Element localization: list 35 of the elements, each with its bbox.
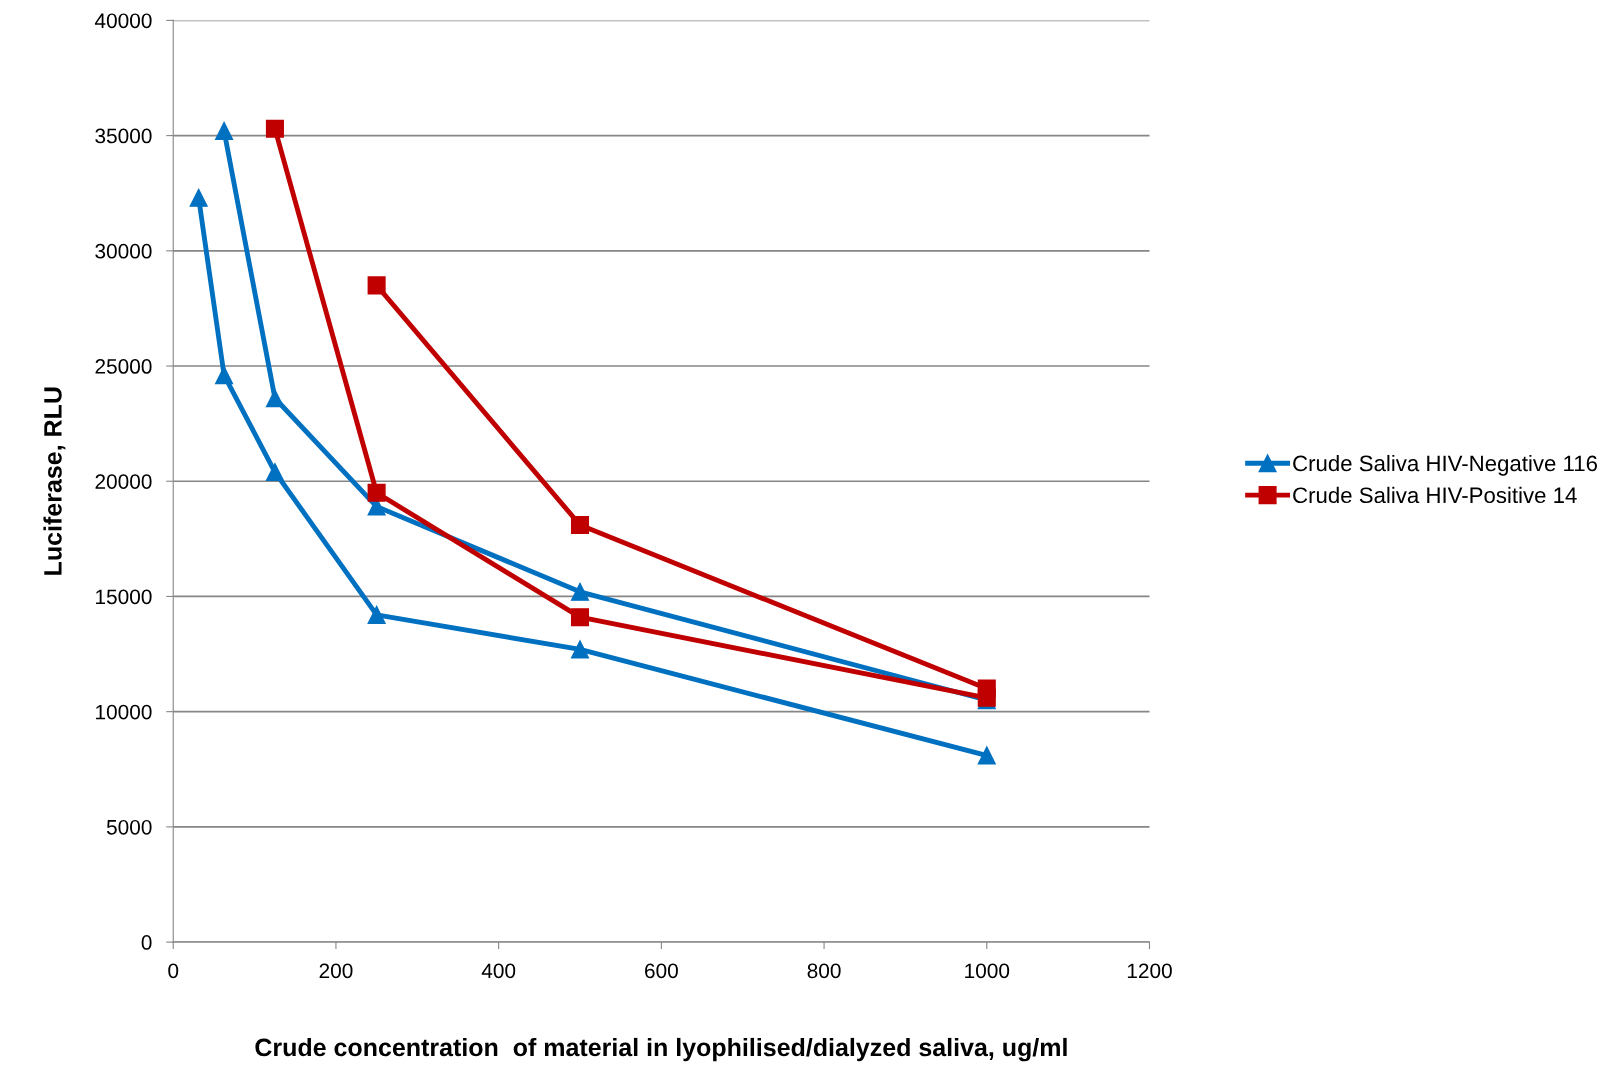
y-tick-label: 25000: [95, 359, 152, 374]
point: [570, 582, 590, 601]
point: [977, 746, 996, 765]
point: [367, 276, 386, 295]
y-tick-label: 10000: [96, 704, 152, 720]
x-tick-label: 600: [645, 963, 678, 979]
point: [265, 389, 284, 408]
point: [215, 121, 234, 141]
y-tick-label: 40000: [94, 13, 152, 29]
x-tick-label: 400: [481, 963, 516, 979]
legend-label: Crude Saliva HIV-Positive 14: [1293, 486, 1577, 504]
point: [367, 605, 386, 624]
point: [215, 366, 234, 385]
y-axis-title: Luciferase, RLU: [43, 387, 66, 575]
x-axis-title: Crude concentration of material in lyophilised/dialyzed saliva, ug/ml: [255, 1037, 1067, 1062]
point: [570, 640, 590, 659]
x-tick-label: 1000: [965, 963, 1010, 979]
point: [977, 679, 996, 698]
x-tick-label: 800: [807, 963, 841, 979]
point: [265, 119, 284, 138]
point: [570, 608, 590, 627]
y-tick-label: 15000: [96, 589, 152, 605]
y-tick-label: 5000: [106, 819, 152, 835]
point: [265, 462, 284, 482]
y-tick-label: 30000: [95, 243, 152, 259]
point: [570, 515, 590, 535]
point: [189, 188, 208, 207]
x-tick-label: 1200: [1127, 963, 1172, 979]
x-tick-label: 0: [168, 963, 179, 979]
legend-label: Crude Saliva HIV-Negative 116: [1293, 454, 1597, 476]
y-tick-label: 35000: [95, 128, 152, 144]
x-tick-label: 200: [319, 963, 353, 979]
point: [367, 483, 386, 502]
y-tick-label: 20000: [95, 474, 152, 489]
y-tick-label: 0: [141, 935, 152, 950]
